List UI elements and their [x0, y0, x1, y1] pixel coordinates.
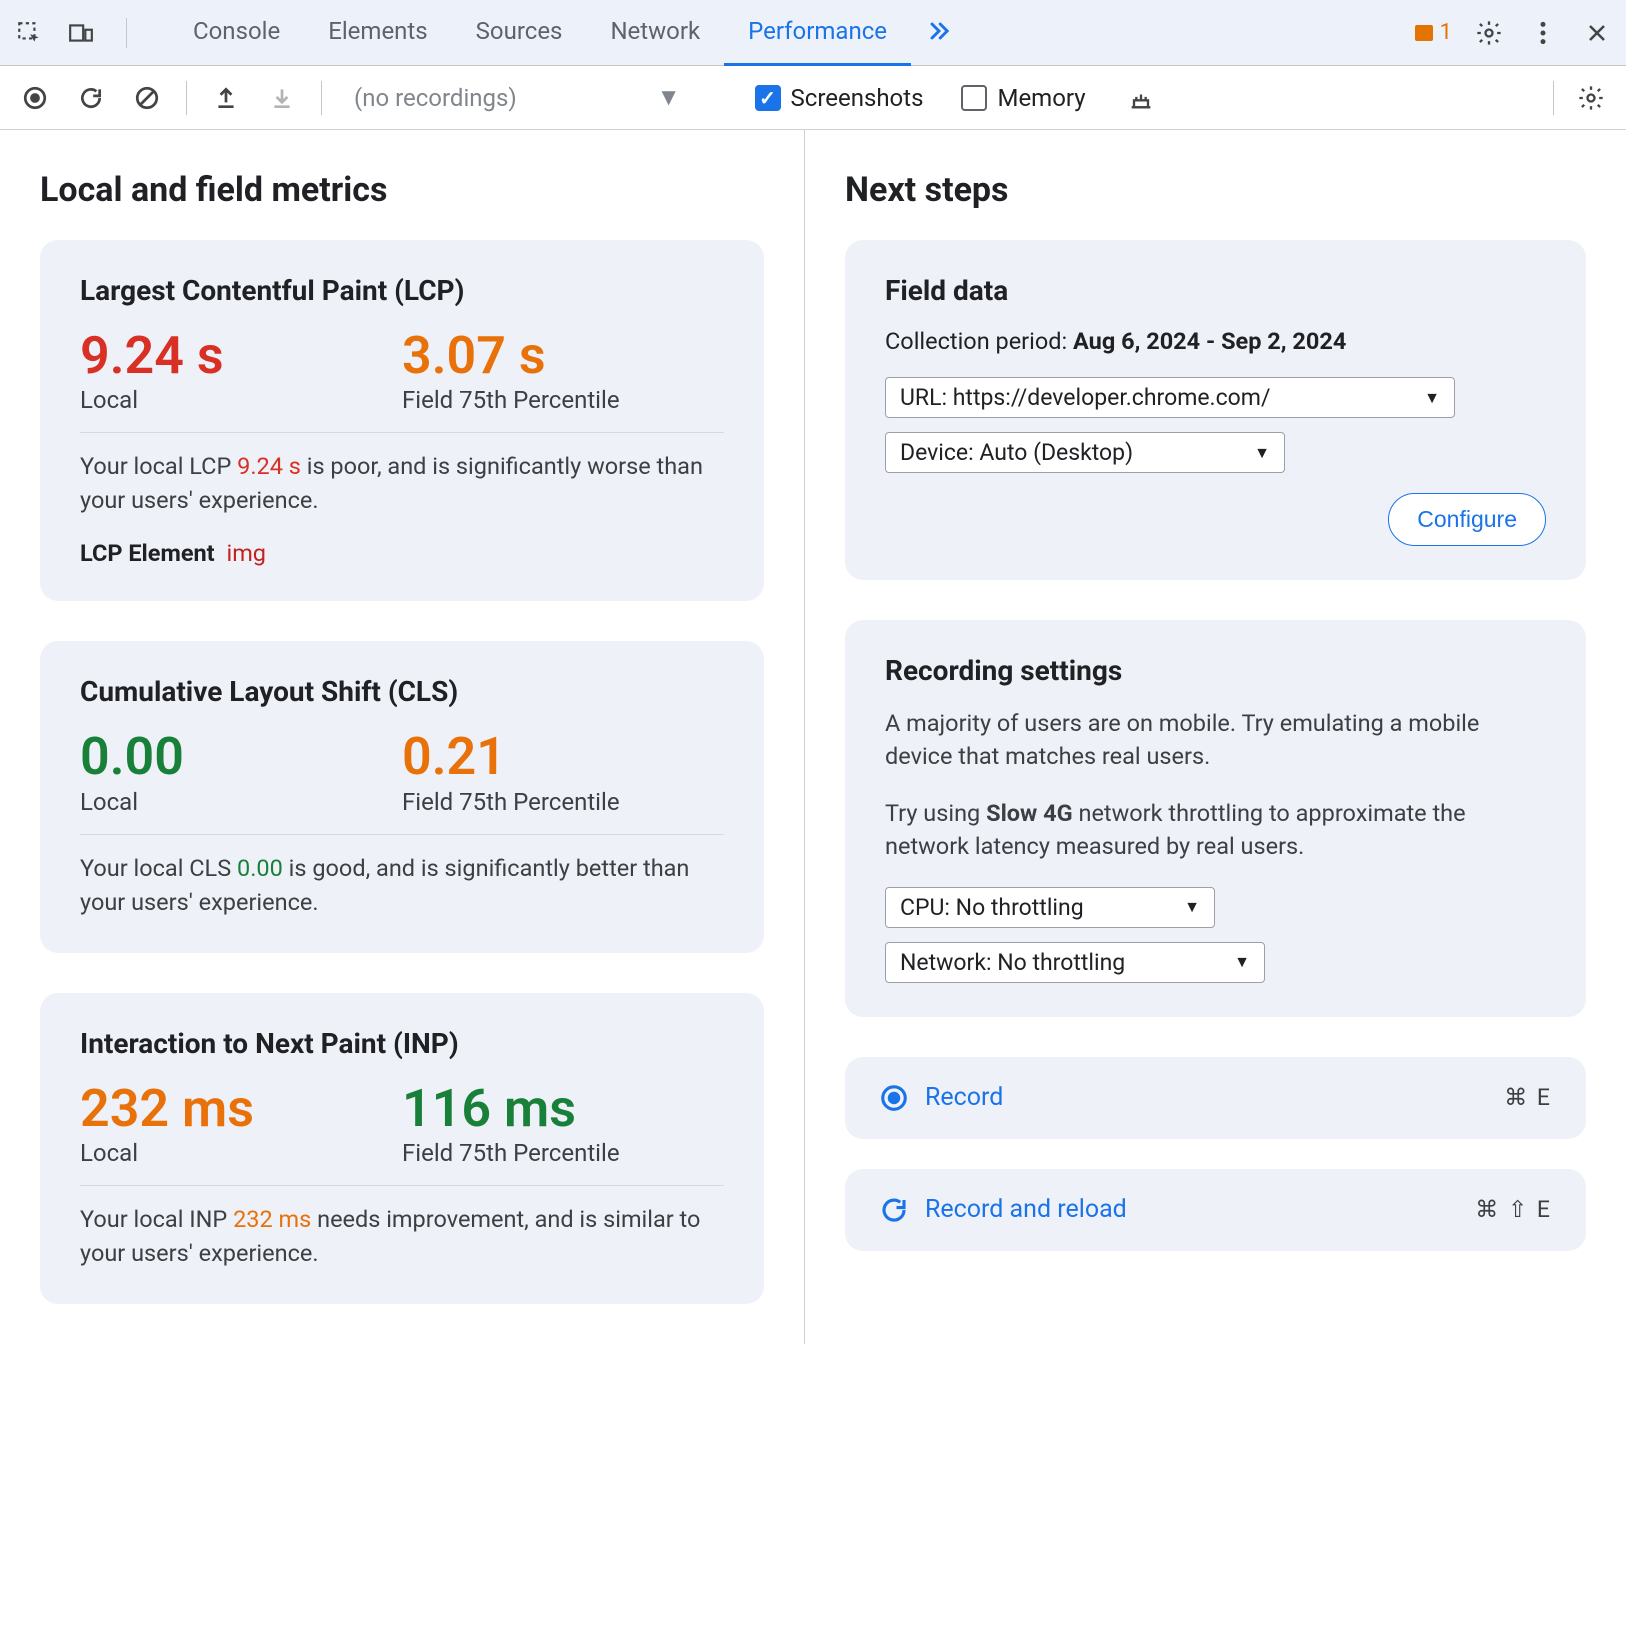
cpu-throttling-select[interactable]: CPU: No throttling ▼: [885, 887, 1215, 928]
network-throttling-select[interactable]: Network: No throttling ▼: [885, 942, 1265, 983]
lcp-description: Your local LCP 9.24 s is poor, and is si…: [80, 449, 724, 517]
lcp-title: Largest Contentful Paint (LCP): [80, 274, 724, 307]
memory-checkbox[interactable]: Memory: [961, 84, 1085, 112]
collection-period: Collection period: Aug 6, 2024 - Sep 2, …: [885, 327, 1546, 355]
inp-description: Your local INP 232 ms needs improvement,…: [80, 1202, 724, 1270]
cls-local-value: 0.00: [80, 728, 402, 785]
record-label: Record: [925, 1083, 1003, 1112]
metrics-heading: Local and field metrics: [40, 170, 764, 210]
inspect-icon[interactable]: [12, 16, 46, 50]
lcp-field-label: Field 75th Percentile: [402, 386, 724, 414]
lcp-local-value: 9.24 s: [80, 327, 402, 384]
memory-label: Memory: [997, 84, 1085, 112]
more-icon[interactable]: [1526, 16, 1560, 50]
perf-settings-gear-icon[interactable]: [1574, 81, 1608, 115]
screenshots-checkbox[interactable]: Screenshots: [755, 84, 924, 112]
tab-network[interactable]: Network: [586, 0, 724, 66]
checkbox-unchecked-icon: [961, 85, 987, 111]
tab-performance[interactable]: Performance: [724, 0, 911, 66]
issues-badge[interactable]: 1: [1412, 20, 1452, 45]
record-reload-shortcut: ⌘ ⇧ E: [1475, 1196, 1552, 1223]
checkbox-checked-icon: [755, 85, 781, 111]
inp-field-value: 116 ms: [402, 1080, 724, 1137]
url-select[interactable]: URL: https://developer.chrome.com/ ▼: [885, 377, 1455, 418]
record-reload-action[interactable]: Record and reload ⌘ ⇧ E: [845, 1169, 1586, 1251]
recording-tip-network: Try using Slow 4G network throttling to …: [885, 797, 1546, 863]
inp-field-label: Field 75th Percentile: [402, 1139, 724, 1167]
settings-gear-icon[interactable]: [1472, 16, 1506, 50]
cls-description: Your local CLS 0.00 is good, and is sign…: [80, 851, 724, 919]
recordings-select[interactable]: (no recordings) ▼: [354, 83, 681, 112]
cls-local-label: Local: [80, 788, 402, 816]
inp-card: Interaction to Next Paint (INP) 232 ms L…: [40, 993, 764, 1304]
cpu-select-value: CPU: No throttling: [900, 894, 1084, 921]
devtools-tab-bar: Console Elements Sources Network Perform…: [0, 0, 1626, 66]
recording-tip-mobile: A majority of users are on mobile. Try e…: [885, 707, 1546, 773]
lcp-local-label: Local: [80, 386, 402, 414]
close-icon[interactable]: [1580, 16, 1614, 50]
issues-count: 1: [1440, 20, 1452, 45]
device-toggle-icon[interactable]: [64, 16, 98, 50]
device-select[interactable]: Device: Auto (Desktop) ▼: [885, 432, 1285, 473]
screenshots-label: Screenshots: [791, 84, 924, 112]
next-steps-heading: Next steps: [845, 170, 1586, 210]
tab-sources[interactable]: Sources: [452, 0, 587, 66]
url-select-value: URL: https://developer.chrome.com/: [900, 384, 1270, 411]
clear-icon[interactable]: [130, 81, 164, 115]
network-select-value: Network: No throttling: [900, 949, 1125, 976]
field-data-title: Field data: [885, 274, 1546, 307]
upload-icon[interactable]: [209, 81, 243, 115]
tab-console[interactable]: Console: [169, 0, 304, 66]
inp-local-value: 232 ms: [80, 1080, 402, 1137]
cls-field-label: Field 75th Percentile: [402, 788, 724, 816]
record-action[interactable]: Record ⌘ E: [845, 1057, 1586, 1139]
garbage-collect-icon[interactable]: [1124, 81, 1158, 115]
lcp-element-row: LCP Element img: [80, 539, 724, 567]
configure-button[interactable]: Configure: [1388, 493, 1546, 546]
inp-local-label: Local: [80, 1139, 402, 1167]
reload-arrow-icon: [879, 1195, 909, 1225]
lcp-element-tag[interactable]: img: [226, 539, 266, 567]
tab-elements[interactable]: Elements: [304, 0, 451, 66]
reload-icon[interactable]: [74, 81, 108, 115]
recording-settings-card: Recording settings A majority of users a…: [845, 620, 1586, 1017]
device-select-value: Device: Auto (Desktop): [900, 439, 1133, 466]
record-button-icon[interactable]: [18, 81, 52, 115]
lcp-field-value: 3.07 s: [402, 327, 724, 384]
tabs-overflow[interactable]: [911, 0, 967, 66]
inp-title: Interaction to Next Paint (INP): [80, 1027, 724, 1060]
perf-toolbar: (no recordings) ▼ Screenshots Memory: [0, 66, 1626, 130]
download-icon[interactable]: [265, 81, 299, 115]
recordings-select-label: (no recordings): [354, 84, 517, 112]
cls-card: Cumulative Layout Shift (CLS) 0.00 Local…: [40, 641, 764, 952]
record-shortcut: ⌘ E: [1504, 1084, 1552, 1111]
cls-field-value: 0.21: [402, 728, 724, 785]
cls-title: Cumulative Layout Shift (CLS): [80, 675, 724, 708]
record-circle-icon: [879, 1083, 909, 1113]
recording-settings-title: Recording settings: [885, 654, 1546, 687]
field-data-card: Field data Collection period: Aug 6, 202…: [845, 240, 1586, 580]
lcp-card: Largest Contentful Paint (LCP) 9.24 s Lo…: [40, 240, 764, 601]
record-reload-label: Record and reload: [925, 1195, 1127, 1224]
